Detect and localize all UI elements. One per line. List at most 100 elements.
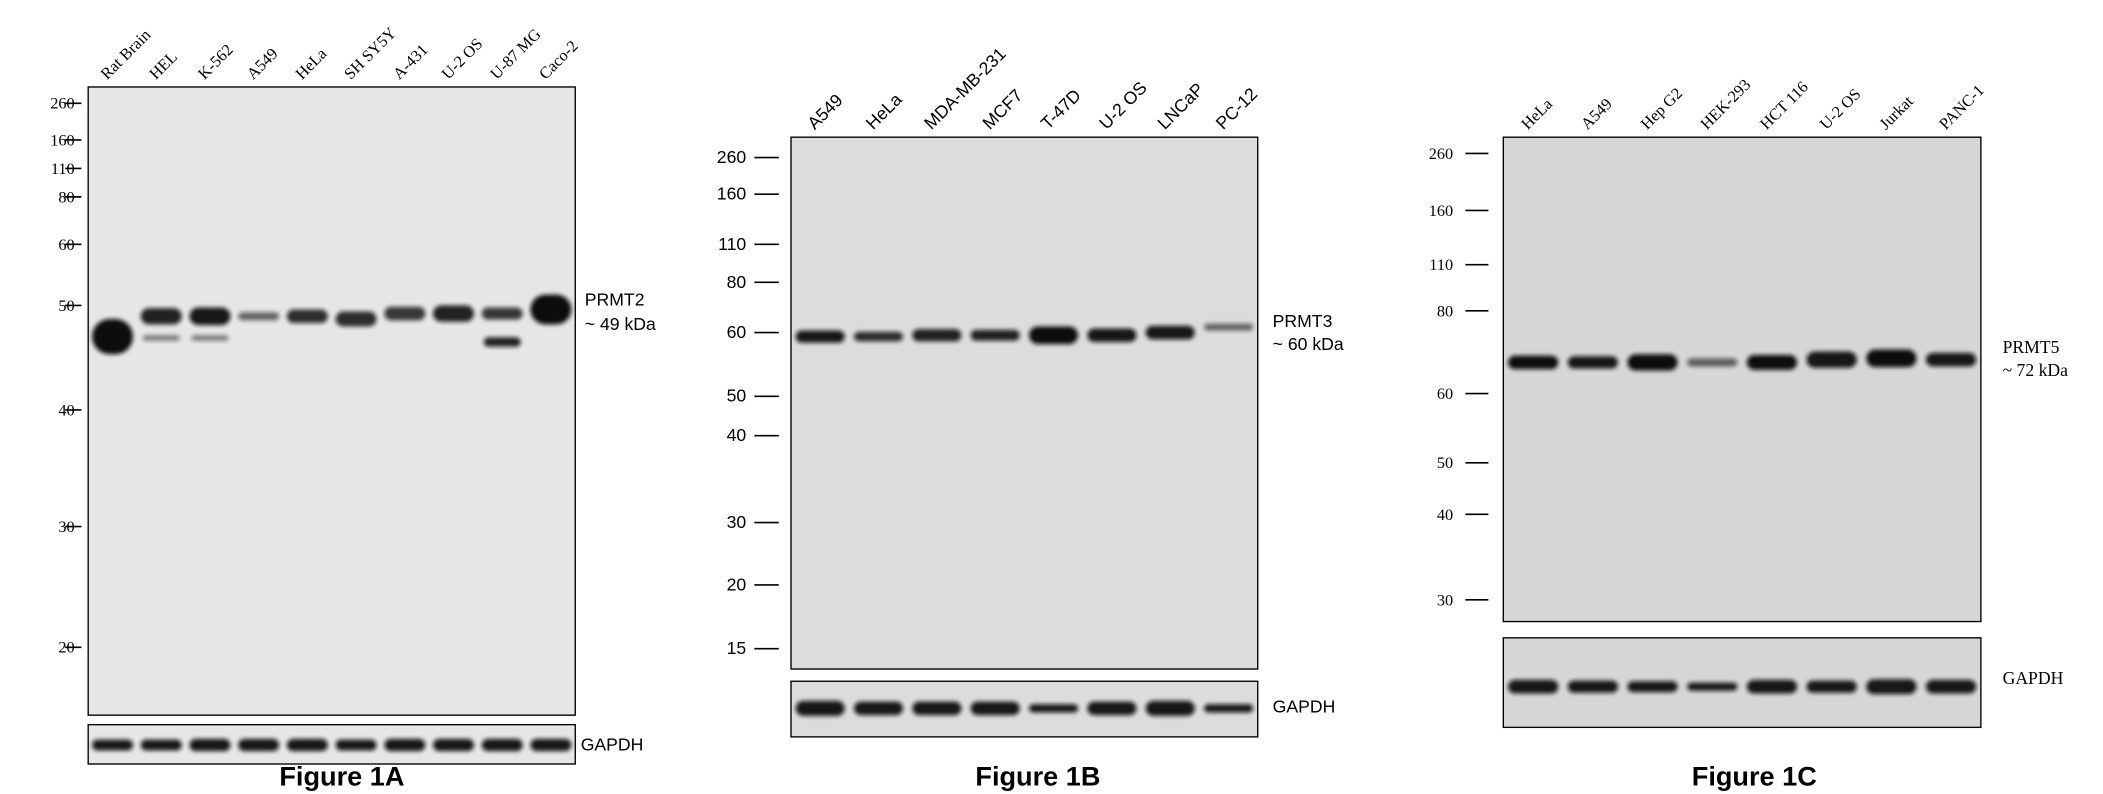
lane-label: K-562 bbox=[194, 40, 237, 83]
loading-band bbox=[1746, 679, 1798, 694]
loading-band bbox=[1866, 679, 1917, 695]
target-label: PRMT2 bbox=[585, 289, 645, 309]
band bbox=[1687, 358, 1738, 367]
target-label: PRMT3 bbox=[1273, 311, 1333, 331]
lane-label: Rat Brain bbox=[97, 25, 155, 83]
band bbox=[191, 335, 229, 341]
loading-band bbox=[1627, 681, 1678, 693]
band bbox=[1866, 349, 1917, 368]
band bbox=[142, 335, 180, 341]
lane-label: MCF7 bbox=[978, 85, 1026, 133]
lane-label: PANC-1 bbox=[1935, 81, 1988, 134]
panel: HeLa A549 Hep G2 HEK-293 HCT 116 U-2 OS Jurkat… bbox=[1429, 75, 2068, 792]
band bbox=[189, 307, 231, 326]
loading-band bbox=[335, 739, 377, 751]
lane-label: Hep G2 bbox=[1637, 84, 1687, 134]
loading-band bbox=[912, 701, 962, 716]
loading-band bbox=[970, 701, 1020, 716]
band bbox=[1746, 354, 1798, 370]
lane-label: A549 bbox=[803, 90, 846, 133]
band bbox=[335, 311, 377, 327]
blot bbox=[87, 86, 576, 716]
loading-band bbox=[1806, 680, 1857, 693]
marker-label: 160 bbox=[1429, 201, 1453, 220]
band bbox=[238, 312, 280, 321]
marker-label: 50 bbox=[727, 386, 747, 406]
lane-label: HEL bbox=[145, 47, 181, 83]
loading-band bbox=[1087, 701, 1137, 716]
lane-label: HCT 116 bbox=[1756, 77, 1812, 133]
band bbox=[970, 329, 1020, 341]
marker-label: 60 bbox=[1437, 384, 1453, 403]
lane-label: LNCaP bbox=[1153, 79, 1207, 133]
loading-band bbox=[92, 739, 134, 751]
lane-label: HeLa bbox=[862, 89, 906, 133]
lane-label: HEK-293 bbox=[1696, 75, 1754, 133]
marker-label: 260 bbox=[50, 94, 74, 113]
marker-label: 160 bbox=[50, 130, 74, 149]
marker-label: 60 bbox=[727, 322, 747, 342]
loading-label: GAPDH bbox=[1273, 696, 1336, 716]
marker-label: 80 bbox=[1437, 301, 1453, 320]
loading-band bbox=[286, 738, 328, 752]
lane-label: U-2 OS bbox=[437, 34, 486, 83]
marker-label: 160 bbox=[717, 184, 747, 204]
marker-label: 40 bbox=[1437, 505, 1453, 524]
loading-band bbox=[238, 738, 280, 752]
marker-label: 50 bbox=[1437, 453, 1453, 472]
caption: Figure 1A bbox=[279, 761, 404, 792]
blot bbox=[790, 136, 1259, 670]
marker-label: 40 bbox=[727, 425, 747, 445]
band bbox=[92, 318, 134, 355]
marker-label: 110 bbox=[718, 234, 746, 254]
loading-band bbox=[1687, 682, 1738, 691]
blot bbox=[1502, 136, 1982, 623]
lane-label: A549 bbox=[243, 44, 282, 83]
band bbox=[1204, 323, 1254, 331]
marker-label: 110 bbox=[1429, 255, 1453, 274]
marker-label: 260 bbox=[717, 147, 747, 167]
lane-label: HeLa bbox=[1517, 94, 1556, 133]
lane-label: A549 bbox=[1577, 94, 1616, 133]
marker-label: 110 bbox=[51, 159, 75, 178]
size-label: ~ 49 kDa bbox=[585, 314, 656, 334]
loading-band bbox=[481, 738, 523, 752]
loading-band bbox=[1508, 679, 1559, 694]
band bbox=[483, 337, 521, 347]
band bbox=[1567, 356, 1618, 369]
marker-label: 30 bbox=[727, 512, 747, 532]
band bbox=[1145, 325, 1195, 340]
lane-label: Jurkat bbox=[1875, 91, 1917, 133]
loading-band bbox=[795, 700, 845, 716]
band bbox=[1925, 352, 1977, 367]
band bbox=[1087, 328, 1137, 343]
band bbox=[1029, 326, 1079, 345]
band bbox=[1627, 354, 1678, 371]
caption: Figure 1C bbox=[1692, 761, 1817, 792]
marker-label: 80 bbox=[727, 272, 747, 292]
marker-label: 15 bbox=[727, 638, 747, 658]
loading-label: GAPDH bbox=[581, 734, 644, 754]
target-label: PRMT5 bbox=[2003, 337, 2060, 357]
band bbox=[384, 306, 426, 321]
lane-label: Caco-2 bbox=[535, 36, 582, 83]
loading-band bbox=[1204, 704, 1254, 713]
band bbox=[1806, 351, 1857, 368]
loading-band bbox=[189, 738, 231, 752]
lane-label: U-2 OS bbox=[1816, 84, 1865, 133]
marker-label: 20 bbox=[727, 574, 747, 594]
band bbox=[854, 331, 904, 342]
size-label: ~ 72 kDa bbox=[2003, 360, 2069, 380]
loading-band bbox=[433, 738, 474, 752]
marker-label: 260 bbox=[1429, 144, 1453, 163]
caption: Figure 1B bbox=[975, 761, 1100, 792]
size-label: ~ 60 kDa bbox=[1273, 334, 1344, 354]
loading-band bbox=[384, 738, 426, 752]
lane-label: SH SY5Y bbox=[340, 23, 400, 83]
loading-band bbox=[1145, 700, 1195, 716]
loading-band bbox=[140, 739, 182, 751]
loading-band bbox=[1029, 704, 1079, 713]
lane-label: A-431 bbox=[389, 40, 432, 83]
